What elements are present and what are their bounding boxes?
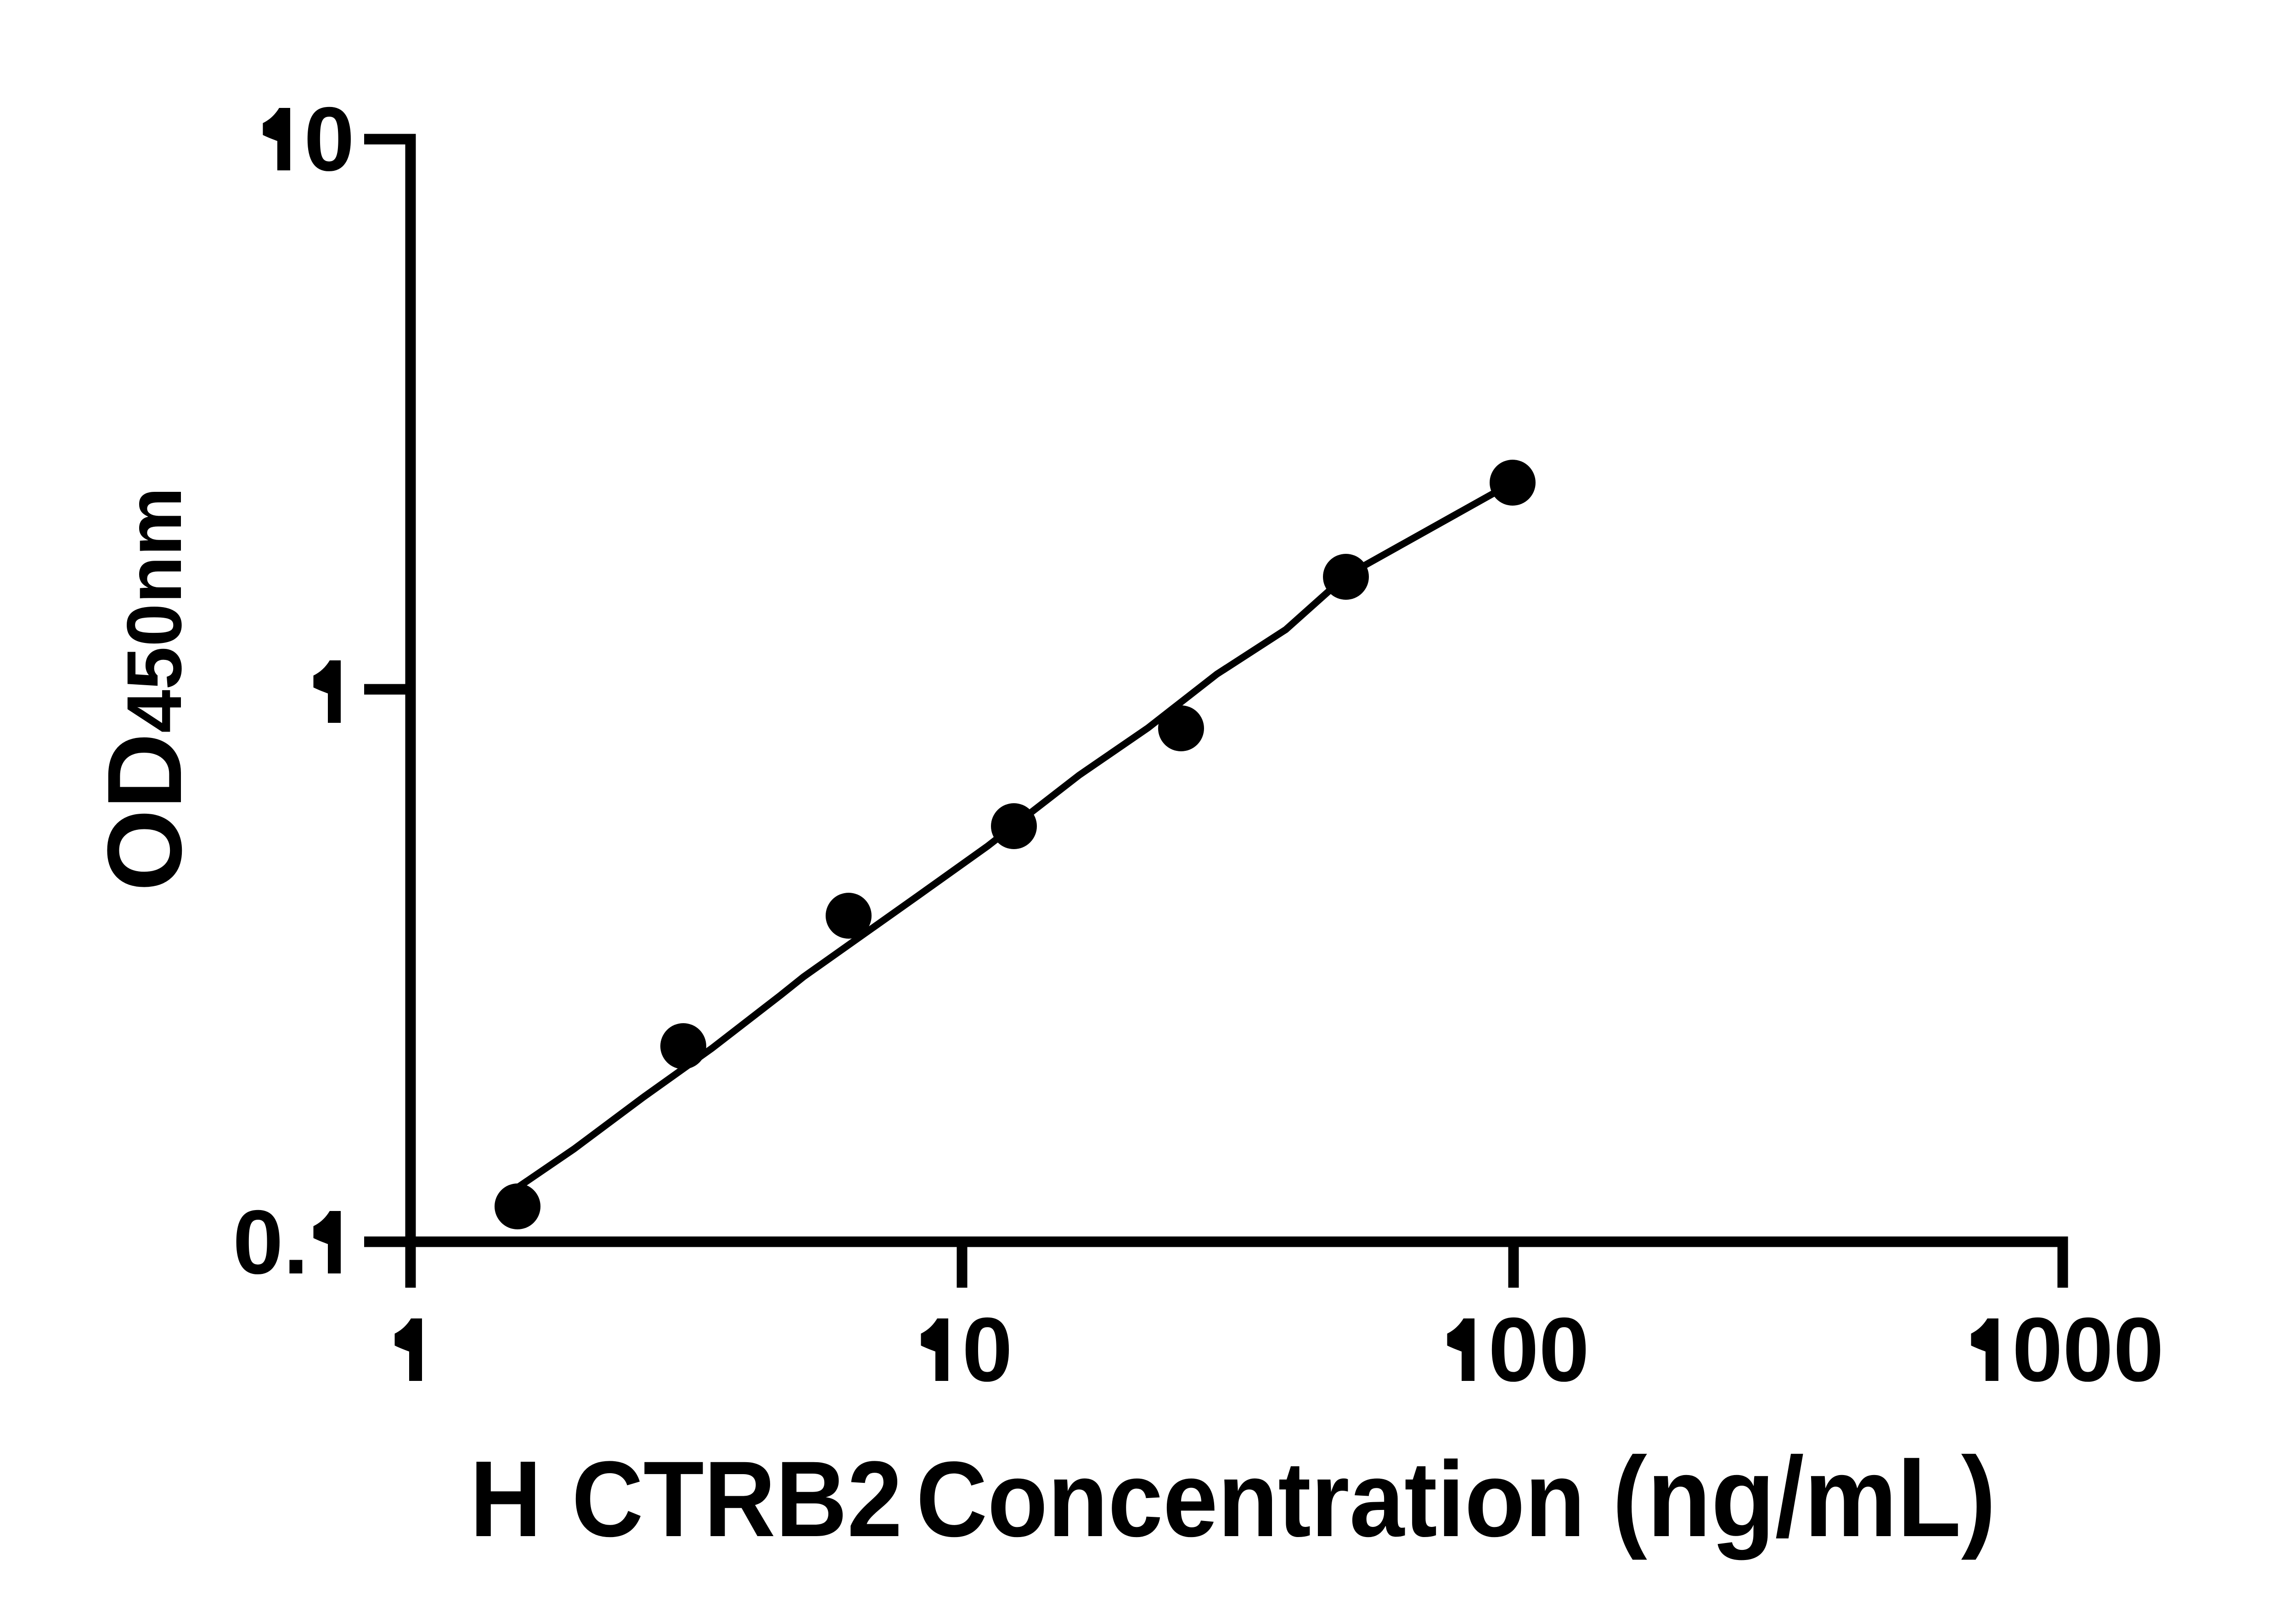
svg-text:00: 00 [1488, 1299, 1589, 1400]
svg-text:000: 000 [2012, 1299, 2164, 1400]
svg-text:Concentration: Concentration [916, 1439, 1585, 1559]
svg-text:0: 0 [962, 1299, 1013, 1400]
svg-text:CTRB2: CTRB2 [572, 1439, 902, 1559]
svg-text:(ng/mL): (ng/mL) [1612, 1434, 1996, 1560]
svg-text:OD450nm: OD450nm [85, 487, 203, 891]
svg-text:H: H [470, 1438, 542, 1559]
svg-text:0: 0 [304, 88, 355, 190]
svg-text:0.: 0. [233, 1191, 309, 1293]
